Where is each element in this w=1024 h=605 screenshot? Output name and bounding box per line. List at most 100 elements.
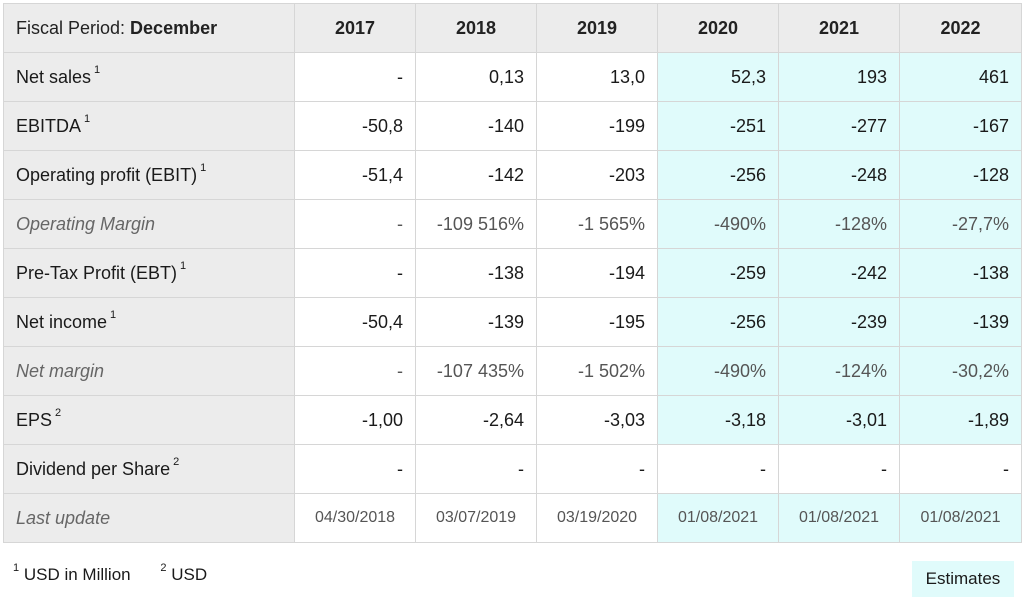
year-header-2019: 2019 [536, 3, 658, 53]
row-label: Last update [3, 493, 295, 543]
table-cell: -277 [778, 101, 900, 151]
row-label-text: Net sales [16, 66, 92, 87]
table-cell: -138 [415, 248, 537, 298]
footnote-marker: 2 [173, 455, 180, 468]
row-label: Net margin [3, 346, 295, 396]
row-label-text: Dividend per Share [16, 458, 171, 479]
table-cell: 04/30/2018 [294, 493, 416, 543]
table-cell: 461 [899, 52, 1022, 102]
table-cell: -256 [657, 297, 779, 347]
table-cell: -203 [536, 150, 658, 200]
row-label-text: EBITDA [16, 115, 82, 136]
table-row: EBITDA 1 -50,8 -140 -199 -251 -277 -167 [3, 101, 1022, 151]
table-cell: -242 [778, 248, 900, 298]
financial-table: Fiscal Period: December 2017 2018 2019 2… [3, 3, 1022, 543]
row-label: EBITDA 1 [3, 101, 295, 151]
footnote-marker: 1 [84, 112, 91, 125]
table-cell: -142 [415, 150, 537, 200]
table-cell: -194 [536, 248, 658, 298]
table-cell: 01/08/2021 [657, 493, 779, 543]
table-cell: -1 565% [536, 199, 658, 249]
table-cell: -50,8 [294, 101, 416, 151]
footnotes: 1 USD in Million 2 USD [10, 562, 229, 585]
table-cell: -51,4 [294, 150, 416, 200]
table-cell: -139 [899, 297, 1022, 347]
table-cell: -195 [536, 297, 658, 347]
table-cell: -30,2% [899, 346, 1022, 396]
footnote-2: 2 USD [157, 562, 208, 584]
table-cell: -2,64 [415, 395, 537, 445]
table-cell: -50,4 [294, 297, 416, 347]
table-cell: -3,03 [536, 395, 658, 445]
table-cell: - [294, 52, 416, 102]
table-cell: -1,00 [294, 395, 416, 445]
table-cell: - [294, 346, 416, 396]
footnote-mark-2: 2 [160, 562, 167, 574]
table-cell: 52,3 [657, 52, 779, 102]
table-cell: 03/19/2020 [536, 493, 658, 543]
table-row: Operating profit (EBIT) 1 -51,4 -142 -203… [3, 150, 1022, 200]
row-label-text: EPS [16, 409, 53, 430]
fiscal-period-header: Fiscal Period: December [3, 3, 295, 53]
year-header-2021: 2021 [778, 3, 900, 53]
table-cell: -3,18 [657, 395, 779, 445]
table-cell: -199 [536, 101, 658, 151]
footnote-marker: 1 [94, 63, 101, 76]
footnote-marker: 2 [55, 406, 62, 419]
table-cell: -1,89 [899, 395, 1022, 445]
footnote-text-1: USD in Million [23, 565, 131, 584]
table-cell: -140 [415, 101, 537, 151]
footnote-text-2: USD [171, 565, 208, 584]
footnote-marker: 1 [180, 259, 187, 272]
table-row: Last update 04/30/2018 03/07/2019 03/19/… [3, 493, 1022, 543]
footnote-marker: 1 [110, 308, 117, 321]
row-label-text: Net income [16, 311, 108, 332]
table-cell: 0,13 [415, 52, 537, 102]
table-cell: - [536, 444, 658, 494]
table-cell: - [657, 444, 779, 494]
table-row: Net margin - -107 435% -1 502% -490% -12… [3, 346, 1022, 396]
table-cell: - [778, 444, 900, 494]
year-header-2020: 2020 [657, 3, 779, 53]
table-row: Pre-Tax Profit (EBT) 1 - -138 -194 -259 -… [3, 248, 1022, 298]
row-label: EPS 2 [3, 395, 295, 445]
table-row: EPS 2 -1,00 -2,64 -3,03 -3,18 -3,01 -1,89 [3, 395, 1022, 445]
year-header-2018: 2018 [415, 3, 537, 53]
year-header-2017: 2017 [294, 3, 416, 53]
table-cell: -124% [778, 346, 900, 396]
table-cell: - [294, 444, 416, 494]
table-cell: -27,7% [899, 199, 1022, 249]
table-cell: -128 [899, 150, 1022, 200]
table-cell: - [899, 444, 1022, 494]
row-label: Pre-Tax Profit (EBT) 1 [3, 248, 295, 298]
table-cell: -248 [778, 150, 900, 200]
table-cell: 193 [778, 52, 900, 102]
table-cell: 01/08/2021 [778, 493, 900, 543]
row-label: Operating profit (EBIT) 1 [3, 150, 295, 200]
row-label: Dividend per Share 2 [3, 444, 295, 494]
table-row: Dividend per Share 2 - - - - - - [3, 444, 1022, 494]
table-cell: -128% [778, 199, 900, 249]
table-cell: -139 [415, 297, 537, 347]
table-cell: -490% [657, 199, 779, 249]
table-cell: 03/07/2019 [415, 493, 537, 543]
table-cell: - [294, 199, 416, 249]
row-label: Operating Margin [3, 199, 295, 249]
table-cell: - [294, 248, 416, 298]
row-label-text: Operating Margin [16, 213, 156, 234]
footnote-1: 1 USD in Million [10, 562, 131, 584]
row-label: Net income 1 [3, 297, 295, 347]
year-header-2022: 2022 [899, 3, 1022, 53]
footnote-marker: 1 [200, 161, 207, 174]
table-cell: -167 [899, 101, 1022, 151]
table-cell: 13,0 [536, 52, 658, 102]
table-cell: -256 [657, 150, 779, 200]
table-cell: -109 516% [415, 199, 537, 249]
table-row: Net sales 1 - 0,13 13,0 52,3 193 461 [3, 52, 1022, 102]
row-label-text: Operating profit (EBIT) [16, 164, 198, 185]
row-label-text: Pre-Tax Profit (EBT) [16, 262, 178, 283]
table-cell: -138 [899, 248, 1022, 298]
header-row: Fiscal Period: December 2017 2018 2019 2… [3, 3, 1022, 53]
table-cell: -259 [657, 248, 779, 298]
row-label-text: Last update [16, 507, 111, 528]
